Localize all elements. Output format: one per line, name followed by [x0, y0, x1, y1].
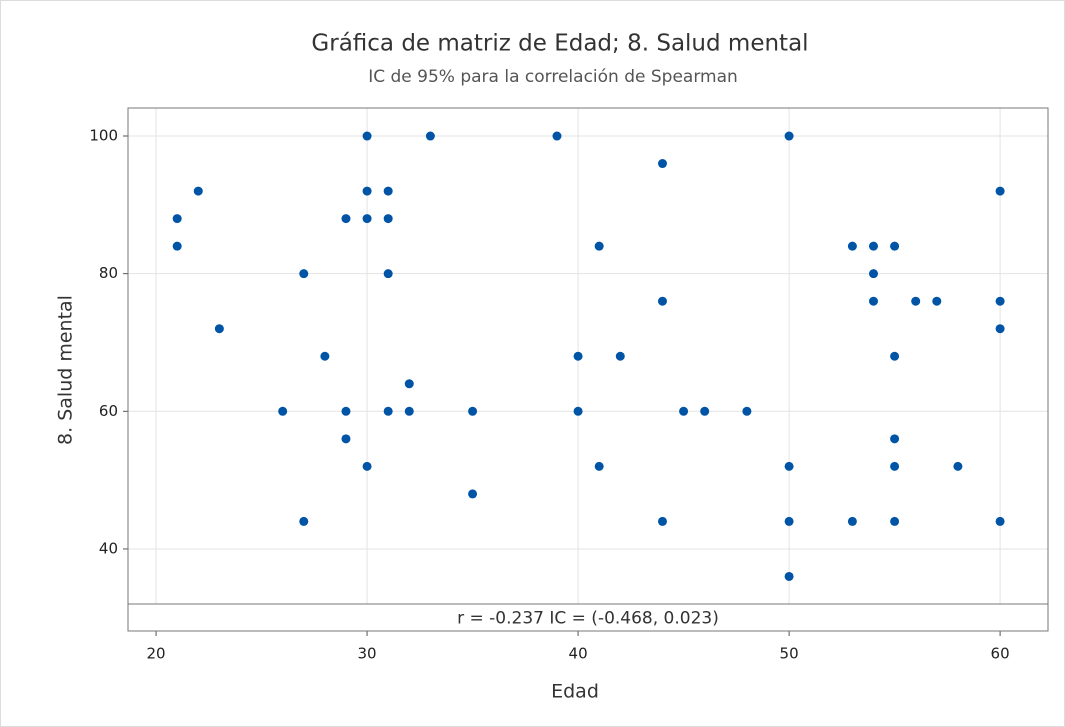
point [784, 461, 794, 471]
point [995, 296, 1005, 306]
point [299, 516, 309, 526]
point [341, 406, 351, 416]
y-tick-label: 40 [99, 539, 118, 557]
point [615, 351, 625, 361]
point [784, 571, 794, 581]
point [868, 241, 878, 251]
x-tick-label: 50 [780, 645, 799, 663]
plot-area [128, 108, 1048, 631]
x-axis-label: Edad [551, 681, 599, 703]
point [784, 516, 794, 526]
point [573, 351, 583, 361]
y-tick-label: 100 [89, 127, 118, 145]
point [573, 406, 583, 416]
point [995, 516, 1005, 526]
x-tick-label: 60 [991, 645, 1010, 663]
point [172, 214, 182, 224]
point [679, 406, 689, 416]
point [657, 516, 667, 526]
point [320, 351, 330, 361]
point [995, 186, 1005, 196]
point [784, 131, 794, 141]
point [953, 461, 963, 471]
point [890, 351, 900, 361]
point [995, 324, 1005, 334]
point [868, 296, 878, 306]
point [404, 379, 414, 389]
point [383, 269, 393, 279]
plot-border [127, 107, 1049, 632]
point [172, 241, 182, 251]
point [468, 406, 478, 416]
x-tick-label: 40 [569, 645, 588, 663]
point [890, 241, 900, 251]
point [890, 461, 900, 471]
y-tick-label: 60 [99, 402, 118, 420]
point [847, 241, 857, 251]
point [847, 516, 857, 526]
point [383, 406, 393, 416]
point [299, 269, 309, 279]
x-tick-label: 30 [358, 645, 377, 663]
point [341, 434, 351, 444]
point [594, 461, 604, 471]
y-tick-label: 80 [99, 264, 118, 282]
point [552, 131, 562, 141]
point [700, 406, 710, 416]
point [341, 214, 351, 224]
point [383, 186, 393, 196]
point [362, 186, 372, 196]
point [868, 269, 878, 279]
point [932, 296, 942, 306]
point [193, 186, 203, 196]
point [742, 406, 752, 416]
point [362, 461, 372, 471]
point [383, 214, 393, 224]
point [214, 324, 224, 334]
annotation: r = -0.237 IC = (-0.468, 0.023) [457, 609, 719, 629]
point [404, 406, 414, 416]
point [362, 131, 372, 141]
y-axis-label: 8. Salud mental [55, 295, 77, 445]
point [278, 406, 288, 416]
point [594, 241, 604, 251]
point [468, 489, 478, 499]
x-tick-label: 20 [147, 645, 166, 663]
point [657, 296, 667, 306]
point [425, 131, 435, 141]
point [890, 516, 900, 526]
point [890, 434, 900, 444]
point [657, 159, 667, 169]
point [911, 296, 921, 306]
chart-subtitle: IC de 95% para la correlación de Spearma… [368, 67, 738, 87]
chart-title: Gráfica de matriz de Edad; 8. Salud ment… [311, 31, 808, 57]
point [362, 214, 372, 224]
